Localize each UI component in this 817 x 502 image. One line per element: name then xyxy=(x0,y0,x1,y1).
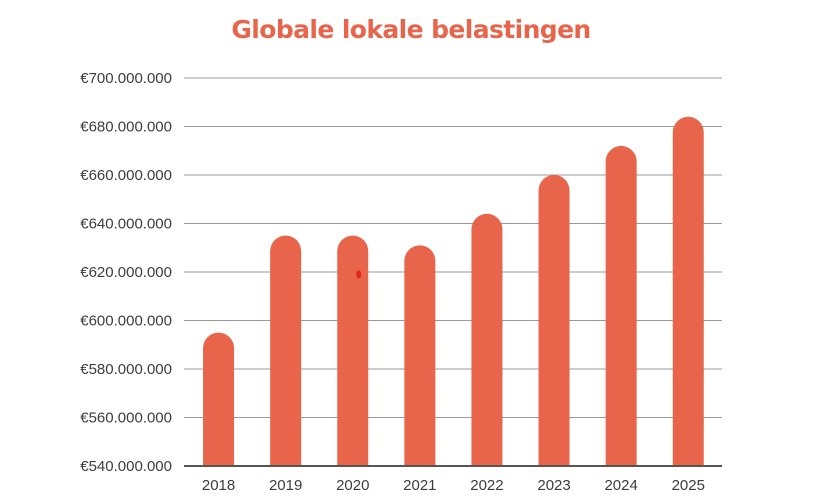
bar-2018 xyxy=(203,332,235,466)
y-axis-tick-labels: €540.000.000 €560.000.000 €580.000.000 €600… xyxy=(80,70,172,475)
bar-2023 xyxy=(538,175,570,466)
chart-title: Globale lokale belastingen xyxy=(231,15,590,44)
y-tick-label: €660.000.000 xyxy=(80,167,172,184)
y-tick-label: €700.000.000 xyxy=(80,70,172,87)
x-tick-label-2019: 2019 xyxy=(269,477,302,494)
y-tick-label: €620.000.000 xyxy=(80,264,172,281)
y-tick-label: €560.000.000 xyxy=(80,410,172,427)
y-tick-label: €540.000.000 xyxy=(80,458,172,475)
bar-2021 xyxy=(404,245,436,466)
bar-2019 xyxy=(270,235,302,466)
x-axis-tick-labels: 2018 2019 2020 2021 2022 2023 2024 2025 xyxy=(202,477,705,494)
x-tick-label-2024: 2024 xyxy=(604,477,637,494)
data-marker-dot xyxy=(356,270,362,279)
bar-2020 xyxy=(337,235,369,466)
y-tick-label: €640.000.000 xyxy=(80,216,172,233)
bar-2022 xyxy=(471,213,503,466)
y-tick-label: €600.000.000 xyxy=(80,313,172,330)
bar-2024 xyxy=(605,145,637,466)
x-tick-label-2018: 2018 xyxy=(202,477,235,494)
x-tick-label-2022: 2022 xyxy=(470,477,503,494)
y-tick-label: €680.000.000 xyxy=(80,119,172,136)
bar-2025 xyxy=(672,116,704,467)
x-tick-label-2025: 2025 xyxy=(672,477,705,494)
gridlines xyxy=(184,77,722,418)
x-tick-label-2020: 2020 xyxy=(336,477,369,494)
x-tick-label-2023: 2023 xyxy=(537,477,570,494)
y-tick-label: €580.000.000 xyxy=(80,361,172,378)
bars xyxy=(203,116,704,467)
x-tick-label-2021: 2021 xyxy=(403,477,436,494)
